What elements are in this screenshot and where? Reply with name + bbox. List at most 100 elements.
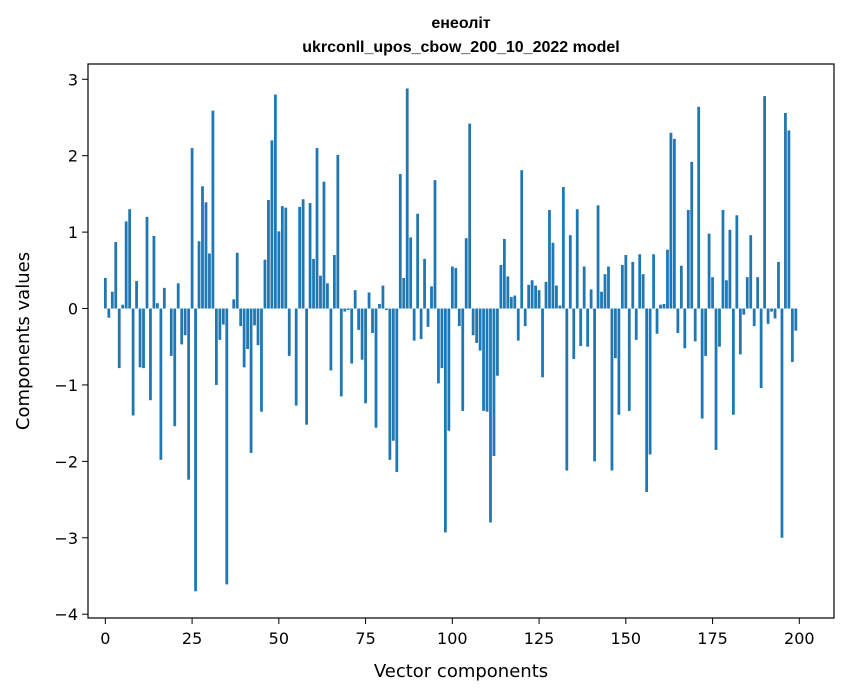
bar — [121, 304, 125, 309]
bar — [385, 308, 388, 311]
bar — [430, 286, 433, 309]
bar — [388, 308, 392, 460]
bar — [433, 180, 437, 309]
bar — [652, 254, 655, 309]
bar — [461, 308, 465, 411]
bar — [530, 280, 534, 309]
bar — [485, 308, 489, 412]
bar — [204, 202, 208, 309]
bar — [242, 308, 246, 368]
bar — [221, 308, 225, 325]
bar — [374, 308, 378, 428]
bar — [509, 297, 513, 309]
chart-title: енеоліт — [431, 15, 490, 32]
bar — [124, 221, 128, 309]
bar — [686, 209, 690, 309]
bar — [267, 200, 270, 309]
bar — [159, 308, 163, 460]
bar — [364, 308, 367, 404]
bar — [607, 266, 610, 309]
bar — [343, 308, 347, 312]
bar — [187, 308, 191, 480]
bar — [794, 308, 798, 331]
bar — [541, 308, 544, 378]
bar — [360, 308, 364, 360]
bar — [426, 308, 430, 327]
bar — [260, 308, 263, 412]
bar — [152, 235, 156, 309]
bar — [142, 308, 145, 369]
bar — [603, 274, 607, 309]
bar — [284, 207, 288, 309]
bar — [156, 303, 159, 309]
bar — [253, 308, 256, 326]
bar — [759, 308, 763, 388]
x-tick-label: 200 — [784, 629, 815, 648]
bar — [725, 280, 728, 309]
bar — [423, 258, 426, 309]
x-axis-label: Vector components — [374, 661, 548, 682]
bar — [218, 308, 222, 340]
bar — [693, 308, 697, 342]
bar — [308, 203, 312, 309]
bar — [478, 308, 482, 351]
bar — [232, 299, 236, 309]
bar — [336, 154, 340, 309]
bar — [162, 287, 166, 309]
bar — [246, 308, 249, 350]
bar — [440, 308, 444, 369]
bar — [489, 308, 492, 523]
bar — [332, 255, 336, 309]
bar — [790, 308, 794, 363]
bar — [180, 308, 184, 345]
bar — [450, 266, 454, 309]
bar — [610, 308, 614, 471]
bar — [534, 285, 537, 309]
bar — [201, 186, 204, 309]
bar — [301, 199, 305, 309]
bar — [537, 290, 541, 309]
bar — [582, 266, 586, 309]
bar — [634, 308, 638, 340]
bar — [409, 237, 413, 309]
bar — [579, 308, 583, 346]
bar — [655, 308, 659, 334]
bar — [662, 303, 666, 309]
bar — [482, 308, 485, 411]
bar — [197, 241, 201, 309]
bar — [464, 238, 468, 309]
y-tick-label: −3 — [54, 529, 78, 548]
bar — [117, 308, 121, 369]
x-tick-label: 50 — [269, 629, 289, 648]
x-axis-ticks: 0 25 50 75 100 125 150 175 200 — [100, 618, 815, 648]
bar — [378, 303, 381, 309]
x-tick-label: 175 — [697, 629, 728, 648]
bar — [704, 308, 708, 356]
bar — [676, 308, 680, 333]
y-tick-label: −1 — [54, 376, 78, 395]
bar — [114, 242, 118, 309]
bar — [135, 281, 138, 309]
bar — [586, 308, 590, 347]
bar — [555, 285, 558, 309]
bar — [437, 308, 440, 384]
y-tick-label: 2 — [68, 147, 78, 166]
bar — [749, 235, 753, 309]
bar — [457, 308, 461, 327]
bar — [475, 308, 479, 343]
bar — [235, 252, 239, 309]
bar — [683, 308, 687, 349]
bar — [516, 308, 520, 341]
bar — [673, 138, 676, 309]
bar — [728, 229, 732, 309]
bar — [169, 308, 173, 356]
bar — [183, 308, 187, 336]
bar — [249, 308, 253, 453]
bar — [402, 277, 406, 309]
bar — [690, 161, 694, 309]
bar — [419, 308, 423, 340]
bar — [766, 308, 770, 324]
bar — [277, 231, 281, 309]
bar — [145, 216, 149, 309]
